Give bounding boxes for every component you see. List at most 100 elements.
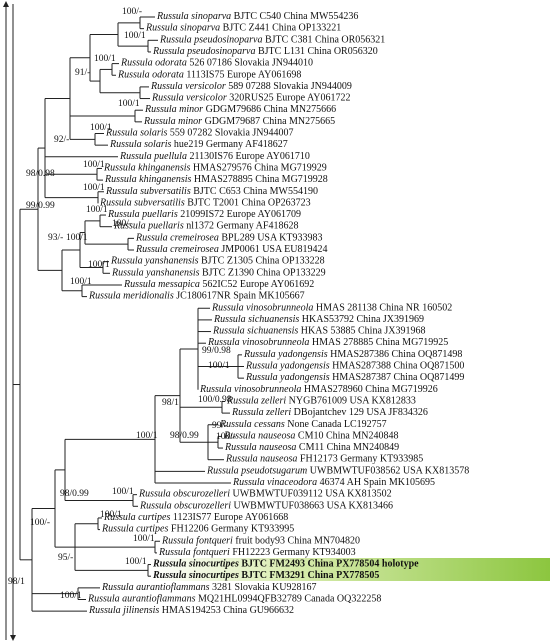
taxon-label: Russula solaris 559 07282 Slovakia JN944… <box>105 128 294 139</box>
support-value: 100/1 <box>83 160 105 170</box>
species-name: Russula versicolor <box>151 93 227 104</box>
species-name: Russula curtipes <box>103 512 170 523</box>
species-name: Russula yanshanensis <box>111 268 200 279</box>
support-value: 100/1 <box>124 31 146 41</box>
species-name: Russula subversatilis <box>105 186 191 197</box>
species-name: Russula khinganensis <box>103 163 190 174</box>
taxon-label: Russula curtipes 1123IS77 Europe AY06166… <box>103 512 288 523</box>
support-value: 98/1 <box>162 398 179 408</box>
support-value: 99/0.98 <box>202 346 231 356</box>
support-value: 98/0.99 <box>60 489 89 499</box>
species-name: Russula cessans <box>219 419 285 430</box>
support-value: 100/1 <box>88 260 110 270</box>
species-name: Russula puellaris <box>107 209 178 220</box>
taxon-label: Russula pseudotsugarum UWBMWTUF038562 US… <box>206 466 469 477</box>
taxon-label: Russula zelleri NYGB761009 USA KX812833 <box>226 396 416 407</box>
species-name: Russula odorata <box>120 58 187 69</box>
taxon-label: Russula pseudosinoparva BJTC C381 China … <box>159 35 385 46</box>
taxon-label: Russula yadongensis HMAS287388 China OQ8… <box>245 361 464 372</box>
voucher: FH12223 Germany KT934003 <box>232 547 355 558</box>
voucher: DBojantchev 129 USA JF834326 <box>294 407 428 418</box>
species-name: Russula yanshanensis <box>110 256 199 267</box>
species-name: Russula vinaceodora <box>232 477 317 488</box>
voucher: FH12173 Germany KT933985 <box>300 454 423 465</box>
voucher: BJTC L131 China OR056320 <box>258 46 378 57</box>
voucher: UWBMWTUF038663 USA KX813466 <box>234 501 393 512</box>
species-name: Russula cremeirosea <box>135 233 219 244</box>
support-value: 100/1 <box>66 233 88 243</box>
voucher: BJTC FM3291 China PX778505 <box>241 570 379 581</box>
taxon-label: Russula puellaris 21099IS72 Europe AY061… <box>107 209 301 220</box>
species-name: Russula pseudotsugarum <box>206 466 307 477</box>
species-name: Russula yadongensis <box>243 349 328 360</box>
species-name: Russula odorata <box>117 70 184 81</box>
species-name: Russula nauseosa <box>224 442 296 453</box>
taxon-label: Russula nauseosa FH12173 Germany KT93398… <box>225 454 423 465</box>
voucher: NYGB761009 USA KX812833 <box>289 396 416 407</box>
voucher: JC180617NR Spain MK105667 <box>176 291 304 302</box>
species-name: Russula sichuanensis <box>213 314 299 325</box>
taxon-labels: Russula sinoparva BJTC C540 China MW5542… <box>87 11 469 616</box>
taxon-label: Russula curtipes FH12206 Germany KT93399… <box>101 524 294 535</box>
taxon-label: Russula vinosobrunneola HMAS 278885 Chin… <box>207 337 448 348</box>
species-name: Russula solaris <box>109 139 172 150</box>
taxon-label: Russula odorata 1113IS75 Europe AY061698 <box>117 70 301 81</box>
taxon-label: Russula subversatilis BJTC C653 China MW… <box>105 186 318 197</box>
species-name: Russula fontqueri <box>158 547 230 558</box>
species-name: Russula nauseosa <box>225 454 297 465</box>
taxon-label: Russula odorata 526 07186 Slovakia JN944… <box>120 58 313 69</box>
voucher: hue219 Germany AF418627 <box>174 139 288 150</box>
support-values: 100/- 100/1 100/1 91/- 100/1 92/- 100/1 100/1 98… <box>8 7 236 601</box>
taxon-label: Russula minor GDGM79687 China MN275665 <box>143 116 335 127</box>
voucher: JMP0061 USA EU819424 <box>221 244 327 255</box>
voucher: HMAS278960 China MG719926 <box>304 384 438 395</box>
voucher: 1123IS77 Europe AY061668 <box>173 512 288 523</box>
taxon-label: Russula pseudosinoparva BJTC L131 China … <box>152 46 378 57</box>
voucher: BJTC Z1390 China OP133229 <box>202 268 326 279</box>
support-value: 100/1 <box>70 277 92 287</box>
taxon-label: Russula yadongensis HMAS287386 China OQ8… <box>243 349 462 360</box>
voucher: UWBMWTUF039112 USA KX813502 <box>233 489 392 500</box>
support-value: 99/0.99 <box>26 201 55 211</box>
species-name: Russula minor <box>143 116 202 127</box>
taxon-label: Russula vinaceodora 46374 AH Spain MK105… <box>232 477 435 488</box>
species-name: Russula solaris <box>105 128 168 139</box>
species-name: Russula zelleri <box>231 407 291 418</box>
taxon-label: Russula khinganensis HMAS279576 China MG… <box>103 163 327 174</box>
holotype-highlight <box>150 558 550 581</box>
support-value: 100/1 <box>94 54 116 64</box>
taxon-label: Russula versicolor 589 07288 Slovakia JN… <box>150 81 352 92</box>
taxon-label: Russula fontqueri fruit body93 China MN7… <box>161 536 360 547</box>
species-name: Russula obscurozelleri <box>139 501 231 512</box>
taxon-label: Russula yanshanensis BJTC Z1390 China OP… <box>111 268 326 279</box>
voucher: 526 07186 Slovakia JN944010 <box>189 58 313 69</box>
voucher: nl1372 Germany AF418628 <box>186 221 298 232</box>
taxon-label: Russula subversatilis BJTC T2001 China O… <box>99 198 311 209</box>
voucher: HMAS287387 China OQ871499 <box>332 372 464 383</box>
voucher: fruit body93 China MN704820 <box>235 536 360 547</box>
voucher: 562IC52 Europe AY061692 <box>202 279 314 290</box>
voucher: 21130IS76 Europe AY061710 <box>189 151 309 162</box>
voucher: 1113IS75 Europe AY061698 <box>186 70 301 81</box>
species-name: Russula subversatilis <box>99 198 185 209</box>
voucher: CM11 China MN240849 <box>299 442 399 453</box>
voucher: None Canada LC192757 <box>287 419 386 430</box>
species-name: Russula khinganensis <box>104 174 191 185</box>
voucher: CM10 China MN240848 <box>298 431 399 442</box>
voucher: 21099IS72 Europe AY061709 <box>180 209 301 220</box>
voucher: HMAS279576 China MG719929 <box>193 163 327 174</box>
voucher: MQ21HL0994QFB32789 Canada OQ322258 <box>198 594 381 605</box>
species-name: Russula fontqueri <box>161 536 233 547</box>
taxon-label: Russula zelleri DBojantchev 129 USA JF83… <box>231 407 428 418</box>
species-name: Russula versicolor <box>150 81 226 92</box>
support-value: 98/0.99 <box>170 431 199 441</box>
voucher: BJTC Z441 China OP133221 <box>223 23 342 34</box>
voucher: GDGM79686 China MN275666 <box>206 104 337 115</box>
taxon-label: Russula puellula 21130IS76 Europe AY0617… <box>119 151 310 162</box>
taxon-label: Russula vinosobrunneola HMAS278960 China… <box>199 384 438 395</box>
voucher: BJTC T2001 China OP263723 <box>187 198 310 209</box>
support-value: 91/- <box>75 68 90 78</box>
voucher: 559 07282 Slovakia JN944007 <box>170 128 294 139</box>
voucher: HMAS194253 China GU966632 <box>162 605 294 616</box>
voucher: BJTC C540 China MW554236 <box>234 11 359 22</box>
